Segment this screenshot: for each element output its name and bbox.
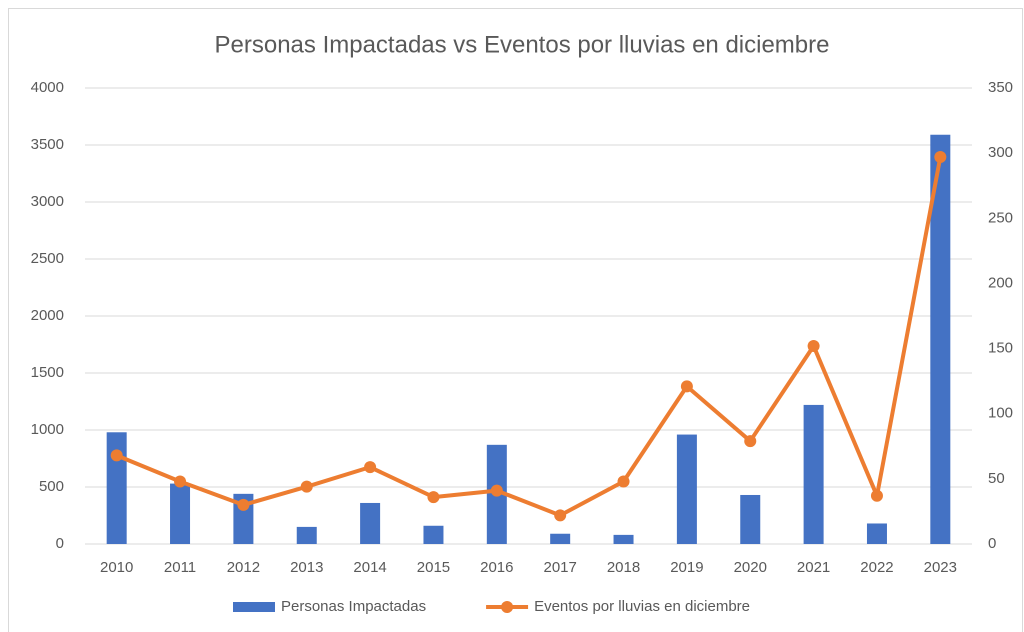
chart-title: Personas Impactadas vs Eventos por lluvi… <box>215 31 830 58</box>
line-marker <box>870 489 883 502</box>
bar <box>170 483 191 544</box>
x-tick-label: 2011 <box>164 559 196 576</box>
y2-tick-label: 300 <box>988 144 1013 161</box>
bar <box>613 534 634 544</box>
line-marker <box>427 491 440 504</box>
x-tick-label: 2019 <box>670 559 703 576</box>
bar <box>803 404 824 544</box>
x-tick-label: 2014 <box>353 559 386 576</box>
legend-swatch <box>233 602 275 612</box>
legend-label: Personas Impactadas <box>281 598 426 615</box>
x-tick-label: 2013 <box>290 559 323 576</box>
x-tick-label: 2020 <box>734 559 767 576</box>
y-tick-label: 0 <box>56 535 64 552</box>
x-tick-label: 2021 <box>797 559 830 576</box>
y2-tick-label: 200 <box>988 274 1013 291</box>
x-tick-label: 2023 <box>924 559 957 576</box>
line-marker <box>364 461 377 474</box>
legend-swatch <box>501 601 514 613</box>
x-tick-label: 2022 <box>860 559 893 576</box>
x-tick-label: 2010 <box>100 559 133 576</box>
y-tick-label: 3500 <box>31 136 64 153</box>
y-tick-label: 2500 <box>31 250 64 267</box>
y-tick-label: 1500 <box>31 364 64 381</box>
x-tick-label: 2012 <box>227 559 260 576</box>
bar <box>296 526 317 544</box>
bar <box>740 494 761 544</box>
legend-label: Eventos por lluvias en diciembre <box>534 598 750 615</box>
x-tick-label: 2017 <box>543 559 576 576</box>
y2-tick-label: 350 <box>988 79 1013 96</box>
line <box>115 156 943 518</box>
line-marker <box>300 480 313 493</box>
line-marker <box>110 449 123 462</box>
y-tick-label: 4000 <box>31 79 64 96</box>
x-tick-label: 2015 <box>417 559 450 576</box>
y-tick-label: 3000 <box>31 193 64 210</box>
line-marker <box>680 380 693 393</box>
x-tick-label: 2016 <box>480 559 513 576</box>
bar <box>550 533 571 544</box>
line-marker <box>554 509 567 522</box>
line-marker <box>934 151 947 164</box>
y2-tick-label: 150 <box>988 340 1013 357</box>
bar <box>106 432 127 544</box>
y-tick-label: 500 <box>39 478 64 495</box>
bar <box>676 434 697 544</box>
x-tick-label: 2018 <box>607 559 640 576</box>
line-marker <box>744 435 757 448</box>
y2-tick-label: 0 <box>988 535 996 552</box>
y2-tick-label: 50 <box>988 470 1005 487</box>
line-marker <box>237 498 250 511</box>
line-marker <box>617 475 630 488</box>
y2-tick-label: 100 <box>988 405 1013 422</box>
bar <box>360 502 381 544</box>
y-tick-label: 1000 <box>31 421 64 438</box>
y2-tick-label: 250 <box>988 209 1013 226</box>
bar <box>930 134 951 545</box>
line-marker <box>174 475 187 488</box>
bar <box>423 525 444 544</box>
y-tick-label: 2000 <box>31 307 64 324</box>
bar <box>866 523 887 544</box>
line-marker <box>807 339 820 352</box>
line-marker <box>490 484 503 497</box>
